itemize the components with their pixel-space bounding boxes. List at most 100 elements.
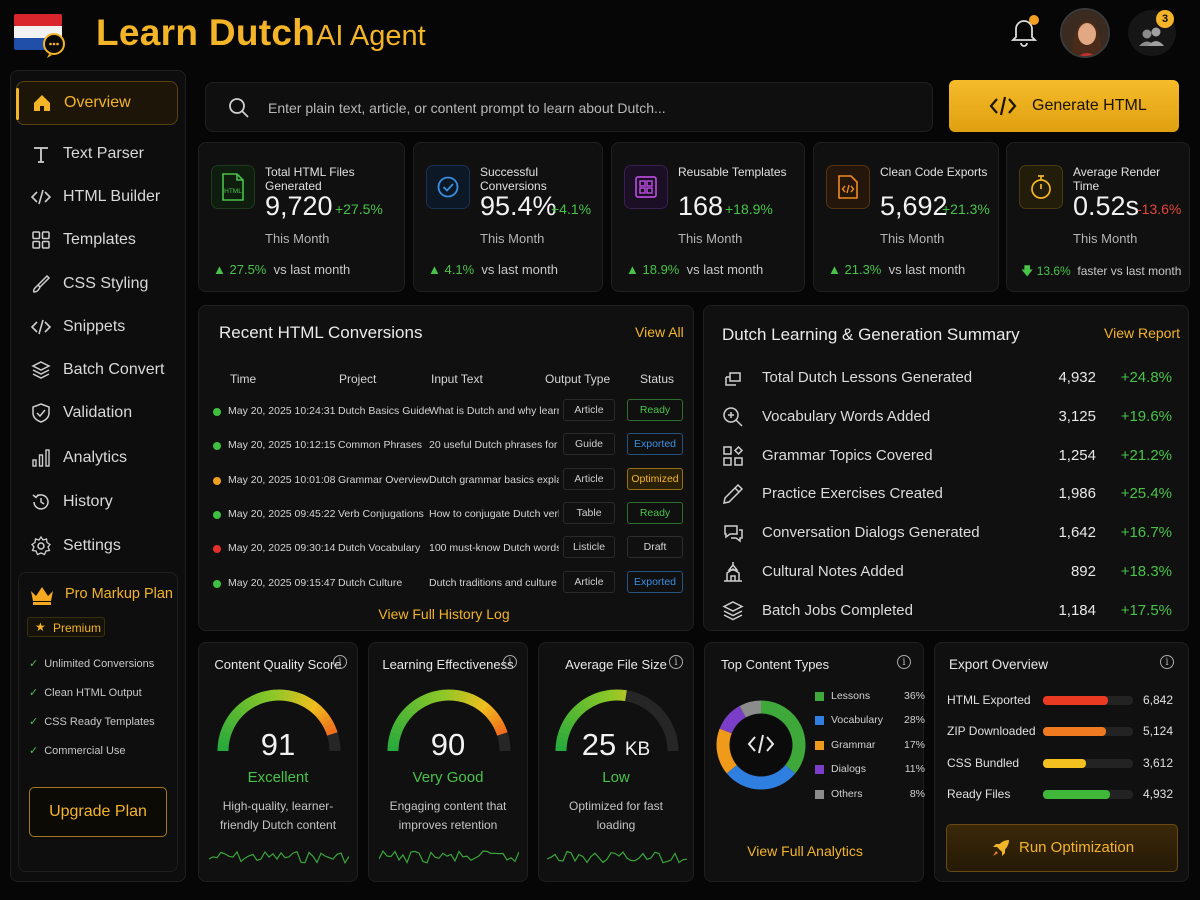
- arrow-up-icon: ▲: [626, 262, 639, 277]
- app-subtitle: AI Agent: [316, 20, 426, 52]
- summary-label: Cultural Notes Added: [762, 563, 904, 580]
- status-dot: [213, 408, 221, 416]
- gauge-fill-segment: [282, 689, 289, 702]
- stat-period: This Month: [678, 231, 743, 246]
- cell-output-type: Table: [563, 501, 615, 524]
- summary-label: Conversation Dialogs Generated: [762, 524, 980, 542]
- table-row[interactable]: May 20, 2025 09:30:14 Dutch Vocabulary 100…: [199, 531, 689, 565]
- stat-change: +18.9%: [725, 201, 773, 217]
- plan-feature: ✓ Unlimited Conversions: [29, 658, 155, 670]
- status-badge: Ready: [627, 399, 683, 421]
- sidebar-item-snippets[interactable]: Snippets: [16, 305, 178, 349]
- search-bar[interactable]: Enter plain text, article, or content pr…: [205, 82, 933, 132]
- table-row[interactable]: May 20, 2025 10:24:31 Dutch Basics Guide W…: [199, 394, 689, 428]
- table-row[interactable]: May 20, 2025 10:01:08 Grammar Overview Dut…: [199, 463, 689, 497]
- view-all-link[interactable]: View All: [635, 324, 684, 340]
- notification-bell-icon[interactable]: [1008, 14, 1040, 48]
- plan-feature: ✓ Clean HTML Output: [29, 687, 142, 699]
- gauge-fill-segment: [322, 718, 334, 729]
- summary-change: +24.8%: [1120, 369, 1172, 386]
- recent-conversions-panel: Recent HTML Conversions View All Time Pr…: [198, 305, 694, 631]
- stat-value: 0.52s: [1073, 191, 1140, 221]
- gauge-fill-segment: [452, 689, 459, 702]
- pro-plan-card: Pro Markup Plan ★ Premium ✓ Unlimited Con…: [18, 572, 178, 872]
- gauge-fill-segment: [305, 698, 316, 711]
- summary-value: 3,125: [1058, 407, 1096, 425]
- gauge-title: Average File Size: [565, 657, 667, 672]
- upgrade-plan-button[interactable]: Upgrade Plan: [29, 787, 167, 837]
- view-report-link[interactable]: View Report: [1104, 325, 1181, 341]
- sidebar-item-analytics[interactable]: Analytics: [16, 436, 178, 480]
- stat-footer: ▲ 21.3% vs last month: [828, 262, 966, 277]
- code-icon: [30, 186, 52, 208]
- gauge-fill-segment: [290, 691, 299, 704]
- stat-card-average-render-time: Average Render Time 0.52s -13.6% This Mo…: [1006, 142, 1190, 292]
- premium-badge: ★ Premium: [27, 617, 105, 637]
- sidebar-item-history[interactable]: History: [16, 480, 178, 524]
- team-icon[interactable]: 3: [1128, 10, 1176, 56]
- sidebar-item-label: Snippets: [63, 318, 126, 335]
- plan-title: Pro Markup Plan: [65, 586, 173, 602]
- table-row[interactable]: May 20, 2025 09:45:22 Verb Conjugations Ho…: [199, 497, 689, 531]
- plan-feature: ✓ CSS Ready Templates: [29, 716, 155, 728]
- export-bar-fill: [1043, 758, 1087, 768]
- sidebar-item-overview[interactable]: Overview: [16, 81, 178, 125]
- summary-change: +16.7%: [1120, 524, 1172, 542]
- gauge-fill-segment: [468, 694, 478, 707]
- status-badge: Ready: [627, 501, 683, 524]
- gauge-fill-segment: [495, 727, 508, 736]
- check-circle-icon: [426, 165, 470, 209]
- generate-html-label: Generate HTML: [1032, 97, 1147, 114]
- view-history-log-link[interactable]: View Full History Log: [378, 606, 510, 622]
- stat-label: Clean Code Exports: [880, 165, 988, 179]
- plan-feature: ✓ Commercial Use: [29, 745, 126, 757]
- check-icon: ✓: [29, 745, 39, 757]
- sparkline: [547, 850, 687, 864]
- view-full-analytics-link[interactable]: View Full Analytics: [747, 843, 863, 859]
- sidebar-item-text-parser[interactable]: Text Parser: [16, 132, 178, 176]
- info-icon[interactable]: i: [503, 655, 517, 669]
- dutch-flag-logo: [14, 14, 66, 58]
- stat-value: 95.4%: [480, 191, 557, 221]
- gauge-arc: [387, 689, 511, 752]
- sidebar-item-html-builder[interactable]: HTML Builder: [16, 175, 178, 219]
- stat-label: Average Render Time: [1073, 165, 1161, 193]
- export-bar-fill: [1043, 696, 1108, 705]
- cell-project: Dutch Culture: [338, 576, 403, 589]
- gauge-fill-segment: [412, 698, 423, 711]
- generate-html-button[interactable]: Generate HTML: [949, 80, 1179, 132]
- sidebar-item-settings[interactable]: Settings: [16, 524, 178, 568]
- sidebar-item-validation[interactable]: Validation: [16, 391, 178, 435]
- stat-label: Successful Conversions: [480, 165, 547, 193]
- info-icon[interactable]: i: [897, 655, 911, 669]
- shield-icon: [30, 402, 52, 424]
- gauge-rating: Low: [602, 769, 630, 786]
- info-icon[interactable]: i: [333, 655, 347, 669]
- table-row[interactable]: May 20, 2025 10:12:15 Common Phrases 20 us…: [199, 428, 689, 462]
- cell-project: Verb Conjugations: [338, 507, 424, 520]
- info-icon[interactable]: i: [669, 655, 683, 669]
- gauge-description: Optimized for fast loading: [568, 799, 664, 832]
- legend-label: Vocabulary: [831, 714, 883, 727]
- info-icon[interactable]: i: [1160, 655, 1174, 669]
- stat-label: Total HTML Files Generated: [265, 165, 355, 193]
- search-input[interactable]: Enter plain text, article, or content pr…: [268, 100, 666, 116]
- run-optimization-button[interactable]: Run Optimization: [946, 824, 1178, 872]
- status-badge: Exported: [627, 570, 683, 593]
- gauge-fill-segment: [425, 692, 434, 705]
- table-row[interactable]: May 20, 2025 09:15:47 Dutch Culture Dutch …: [199, 566, 689, 600]
- avatar[interactable]: [1060, 8, 1110, 58]
- stat-value: 9,720: [265, 191, 333, 221]
- layers-icon: [722, 600, 744, 621]
- legend-percent: 28%: [903, 714, 925, 727]
- sidebar-item-templates[interactable]: Templates: [16, 218, 178, 262]
- html-file-icon: HTML: [211, 165, 255, 209]
- check-icon: ✓: [29, 716, 39, 728]
- team-count-badge: 3: [1156, 10, 1174, 28]
- sidebar-item-label: History: [63, 493, 113, 510]
- gauge-fill-segment: [597, 691, 606, 703]
- status-badge: Draft: [627, 536, 683, 559]
- sidebar-item-batch-convert[interactable]: Batch Convert: [16, 348, 178, 392]
- sidebar-item-css-styling[interactable]: CSS Styling: [16, 262, 178, 306]
- status-dot: [213, 476, 221, 485]
